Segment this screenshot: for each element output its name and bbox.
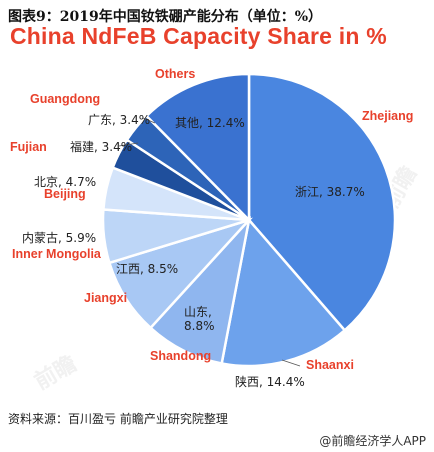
pie-slice-others: [144, 72, 251, 224]
pie-slice-shaanxi: [220, 217, 347, 368]
legend-label-inner-mongolia: Inner Mongolia: [12, 247, 102, 261]
leader-line-shaanxi: [281, 359, 301, 367]
legend-label-fujian: Fujian: [10, 140, 47, 154]
data-label-shaanxi: 陕西, 14.4%: [235, 374, 305, 389]
data-label-fujian: 福建, 3.4%: [70, 139, 132, 154]
source-note: 资料来源：百川盈亏 前瞻产业研究院整理: [8, 412, 228, 426]
leader-line-fujian: [118, 142, 139, 147]
legend-label-beijing: Beijing: [44, 187, 86, 201]
legend-label-shaanxi: Shaanxi: [306, 358, 354, 372]
leader-line-guangdong: [142, 117, 156, 124]
legend-label-guangdong: Guangdong: [30, 92, 100, 106]
legend-label-zhejiang: Zhejiang: [362, 109, 413, 123]
legend-label-others: Others: [155, 67, 195, 81]
legend-label-jiangxi: Jiangxi: [84, 291, 127, 305]
data-label-shandong: 山东,: [184, 305, 212, 319]
brand-credit: @前瞻经济学人APP: [319, 434, 426, 448]
pie-slice-zhejiang: [247, 72, 397, 333]
data-label-beijing: 北京, 4.7%: [34, 175, 96, 189]
chart-title-en: China NdFeB Capacity Share in %: [10, 23, 387, 49]
data-label-inner-mongolia: 内蒙古, 5.9%: [22, 230, 96, 245]
data-label-zhejiang: 浙江, 38.7%: [295, 185, 365, 199]
watermark-logo: 前瞻: [30, 351, 81, 395]
data-label-others: 其他, 12.4%: [175, 116, 245, 130]
pie-slice-shandong: [148, 215, 252, 365]
data-label-guangdong: 广东, 3.4%: [88, 113, 150, 127]
chart-title-cn: 图表9：2019年中国钕铁硼产能分布（单位：%）: [8, 9, 323, 25]
data-label-jiangxi: 江西, 8.5%: [116, 262, 178, 276]
data-label-shandong: 8.8%: [184, 319, 215, 333]
legend-label-shandong: Shandong: [150, 349, 211, 363]
